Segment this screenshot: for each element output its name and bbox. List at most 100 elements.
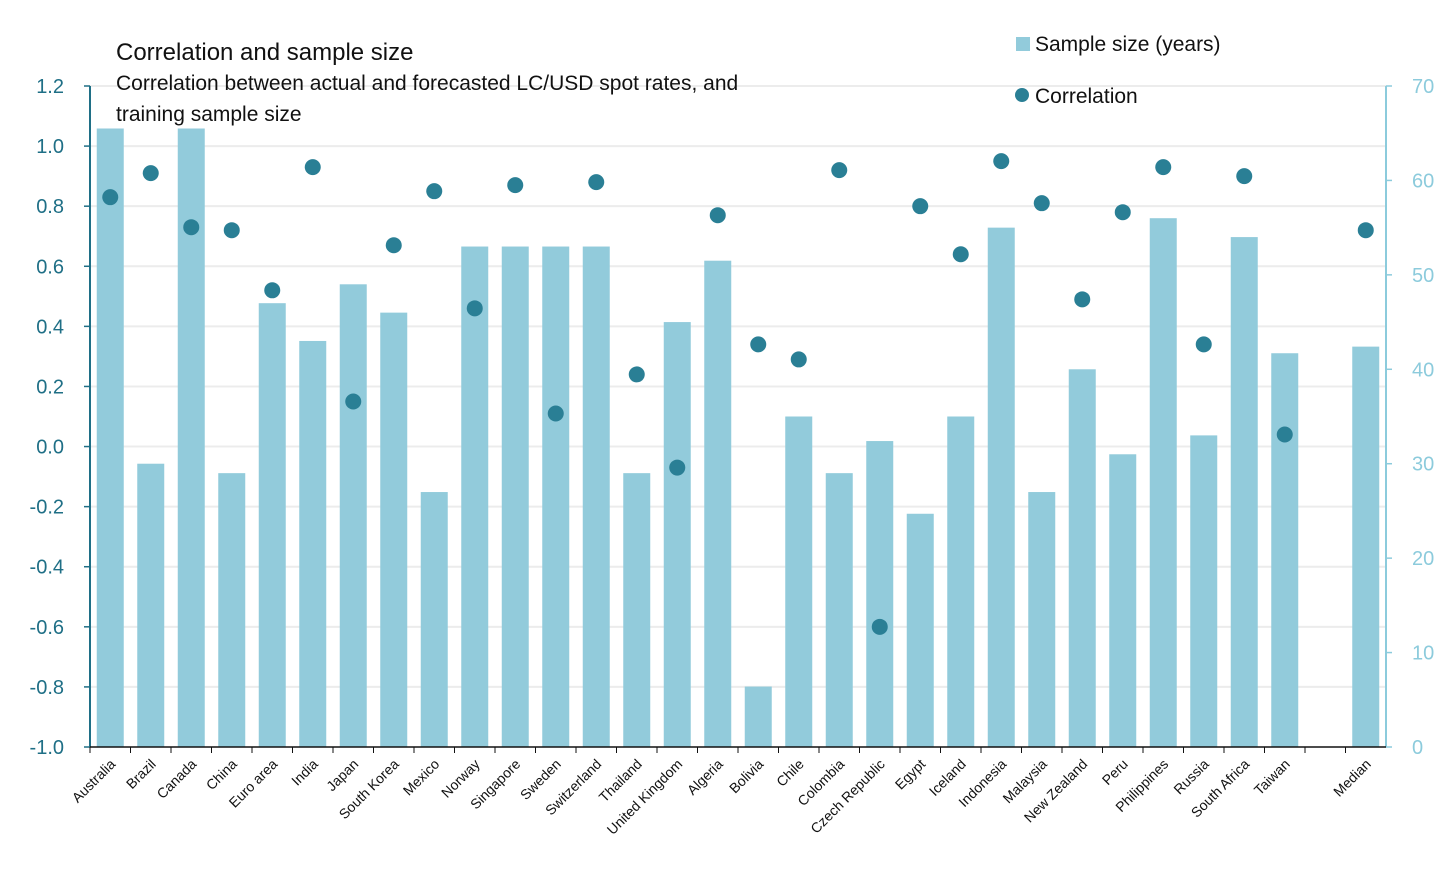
- right-tick-label: 30: [1412, 454, 1434, 476]
- x-label: Egypt: [892, 756, 929, 793]
- bar-peru: [1109, 454, 1137, 747]
- right-tick-label: 0: [1412, 737, 1423, 759]
- bar-brazil: [137, 463, 165, 747]
- bar-taiwan: [1271, 353, 1299, 747]
- dot-algeria: [709, 207, 726, 224]
- legend-dot-swatch: [1015, 88, 1029, 102]
- x-label: Japan: [323, 756, 361, 794]
- x-label: Australia: [69, 756, 119, 806]
- dot-euro-area: [264, 282, 281, 299]
- left-tick-label: 0.8: [36, 196, 64, 218]
- dot-peru: [1114, 204, 1131, 221]
- x-label: Chile: [773, 756, 807, 790]
- bar-iceland: [947, 416, 975, 747]
- x-label: Peru: [1099, 756, 1131, 788]
- bar-indonesia: [987, 227, 1015, 748]
- dot-australia: [102, 189, 119, 206]
- right-tick-label: 50: [1412, 265, 1434, 287]
- bars: [96, 128, 1380, 748]
- dot-thailand: [628, 366, 645, 383]
- bar-russia: [1190, 435, 1218, 747]
- legend: Sample size (years) Correlation: [1015, 33, 1221, 108]
- dot-indonesia: [993, 153, 1010, 170]
- left-tick-label: -1.0: [30, 737, 64, 759]
- x-label: Brazil: [123, 756, 159, 792]
- left-tick-label: -0.4: [30, 557, 64, 579]
- dots: [102, 153, 1374, 635]
- x-label: Canada: [153, 756, 199, 802]
- legend-sample-size: Sample size (years): [1035, 33, 1221, 56]
- left-tick-label: -0.8: [30, 677, 64, 699]
- dot-new-zealand: [1074, 291, 1091, 308]
- bar-china: [218, 473, 246, 747]
- chart-subtitle-line-2: training sample size: [116, 103, 302, 126]
- dot-russia: [1195, 336, 1212, 353]
- bar-south-africa: [1230, 237, 1258, 748]
- dot-bolivia: [750, 336, 767, 353]
- bar-algeria: [704, 260, 732, 747]
- x-label: Bolivia: [726, 756, 767, 797]
- dot-canada: [183, 219, 200, 236]
- x-label: Mexico: [400, 756, 443, 799]
- dot-singapore: [507, 177, 524, 194]
- bar-united-kingdom: [663, 322, 691, 747]
- dot-philippines: [1155, 159, 1172, 176]
- dot-brazil: [142, 165, 159, 182]
- bar-malaysia: [1028, 492, 1056, 747]
- right-tick-label: 20: [1412, 548, 1434, 570]
- x-label: Taiwan: [1251, 756, 1293, 798]
- left-tick-label: 0.2: [36, 376, 64, 398]
- right-tick-label: 60: [1412, 170, 1434, 192]
- x-label: India: [288, 756, 321, 789]
- chart-subtitle-line-1: Correlation between actual and forecaste…: [116, 72, 738, 95]
- bar-south-korea: [380, 312, 408, 747]
- bar-new-zealand: [1068, 369, 1096, 747]
- right-tick-label: 10: [1412, 643, 1434, 665]
- legend-bar-swatch: [1016, 37, 1030, 51]
- dot-switzerland: [588, 174, 605, 191]
- dot-egypt: [912, 198, 929, 215]
- dot-united-kingdom: [669, 459, 686, 476]
- right-tick-label: 40: [1412, 359, 1434, 381]
- bar-japan: [339, 284, 367, 747]
- left-tick-label: -0.2: [30, 497, 64, 519]
- dot-china: [223, 222, 240, 239]
- x-label: Czech Republic: [807, 756, 888, 837]
- bar-switzerland: [582, 246, 610, 747]
- dot-south-africa: [1236, 168, 1253, 185]
- dot-japan: [345, 393, 362, 410]
- legend-correlation: Correlation: [1035, 85, 1138, 108]
- left-tick-label: 1.0: [36, 136, 64, 158]
- bar-thailand: [623, 473, 651, 747]
- bar-colombia: [825, 473, 853, 747]
- dot-median: [1357, 222, 1374, 239]
- dot-norway: [466, 300, 483, 317]
- dot-czech-republic: [871, 618, 888, 635]
- bar-euro-area: [258, 303, 286, 747]
- bar-bolivia: [744, 686, 772, 747]
- dot-iceland: [952, 246, 969, 263]
- bar-czech-republic: [866, 441, 894, 747]
- x-label: Algeria: [684, 756, 726, 798]
- left-tick-label: 1.2: [36, 76, 64, 98]
- left-tick-label: -0.6: [30, 617, 64, 639]
- bar-egypt: [906, 513, 934, 747]
- bar-norway: [461, 246, 489, 747]
- dot-taiwan: [1276, 426, 1293, 443]
- left-tick-label: 0.0: [36, 437, 64, 459]
- dot-south-korea: [385, 237, 402, 254]
- x-label: United Kingdom: [604, 756, 686, 838]
- bar-sweden: [542, 246, 570, 747]
- dot-malaysia: [1033, 195, 1050, 212]
- dot-mexico: [426, 183, 443, 200]
- chart-title: Correlation and sample size: [116, 39, 413, 66]
- left-tick-label: 0.4: [36, 316, 64, 338]
- bar-australia: [96, 128, 124, 747]
- bar-philippines: [1149, 218, 1177, 747]
- left-tick-label: 0.6: [36, 256, 64, 278]
- dot-colombia: [831, 162, 848, 179]
- dot-sweden: [547, 405, 564, 422]
- dot-chile: [790, 351, 807, 368]
- bar-singapore: [501, 246, 529, 747]
